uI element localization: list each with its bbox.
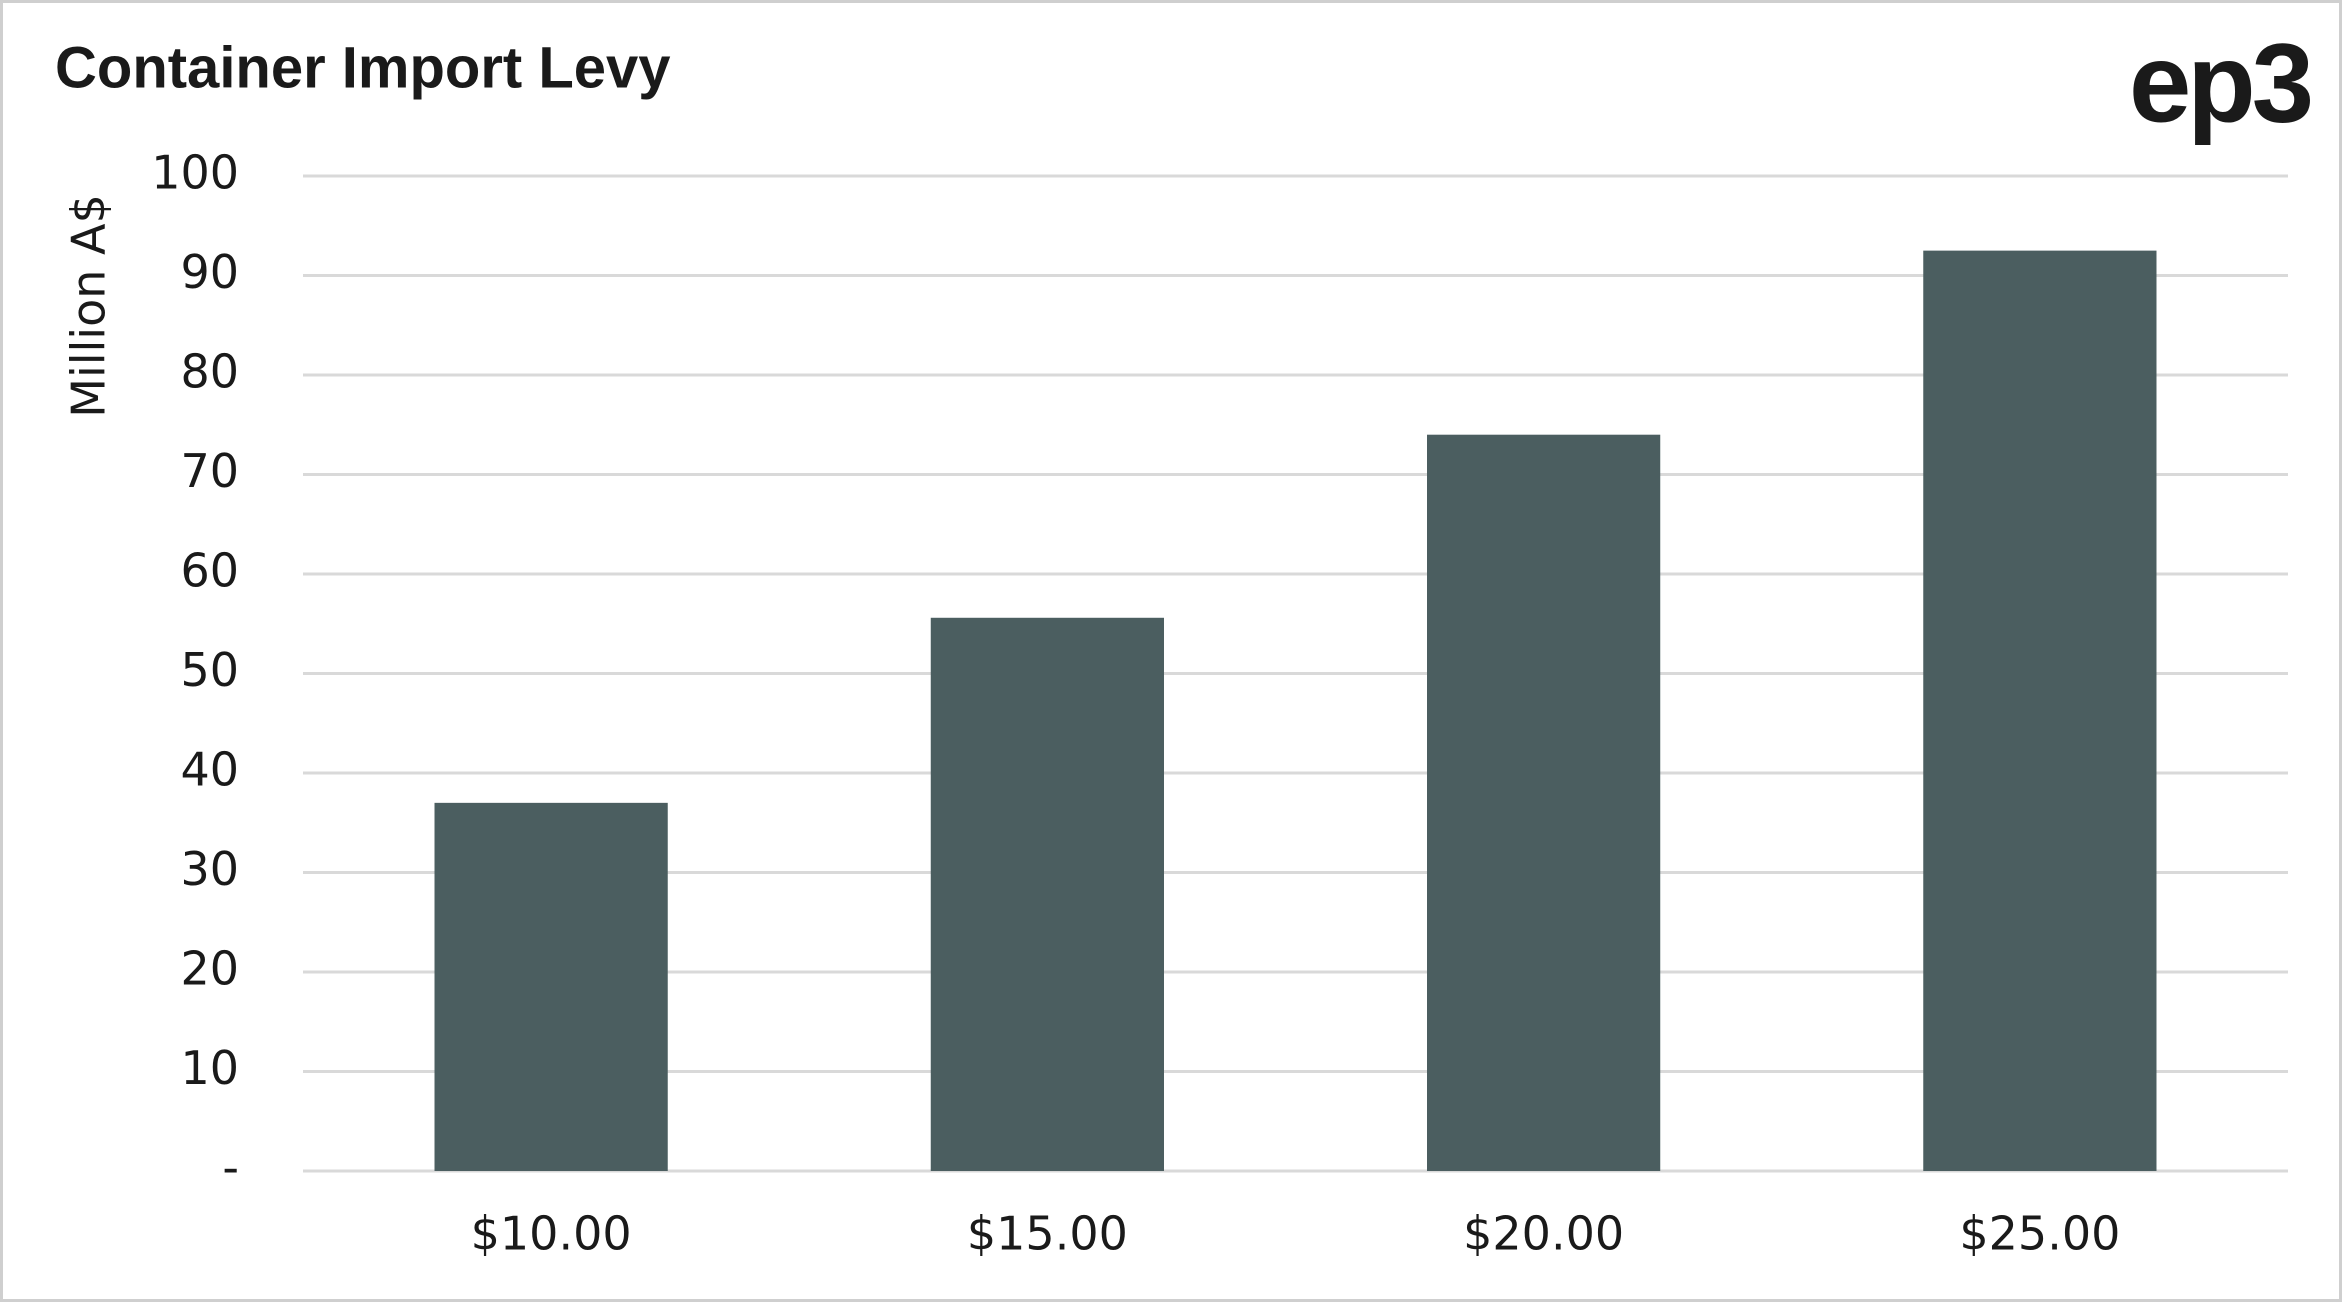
logo: ep3 bbox=[2129, 21, 2311, 146]
chart-title: Container Import Levy bbox=[55, 35, 671, 100]
y-tick-label: 90 bbox=[180, 245, 239, 299]
x-tick-label: $25.00 bbox=[1959, 1207, 2120, 1261]
bar bbox=[1427, 434, 1661, 1171]
y-tick-label: - bbox=[222, 1141, 239, 1195]
x-tick-label: $10.00 bbox=[471, 1207, 632, 1261]
bar bbox=[1923, 250, 2157, 1171]
y-tick-label: 80 bbox=[180, 345, 239, 399]
y-tick-label: 40 bbox=[180, 743, 239, 797]
y-tick-label: 60 bbox=[180, 544, 239, 598]
y-axis-label: Million A$ bbox=[62, 194, 116, 417]
bar bbox=[434, 802, 668, 1171]
y-tick-label: 70 bbox=[180, 444, 239, 498]
bar bbox=[930, 617, 1164, 1171]
y-tick-label: 30 bbox=[180, 842, 239, 896]
y-tick-label: 10 bbox=[180, 1041, 239, 1095]
y-tick-label: 100 bbox=[151, 146, 239, 200]
y-tick-label: 20 bbox=[180, 942, 239, 996]
x-tick-label: $15.00 bbox=[967, 1207, 1128, 1261]
y-tick-label: 50 bbox=[180, 643, 239, 697]
x-tick-label: $20.00 bbox=[1463, 1207, 1624, 1261]
